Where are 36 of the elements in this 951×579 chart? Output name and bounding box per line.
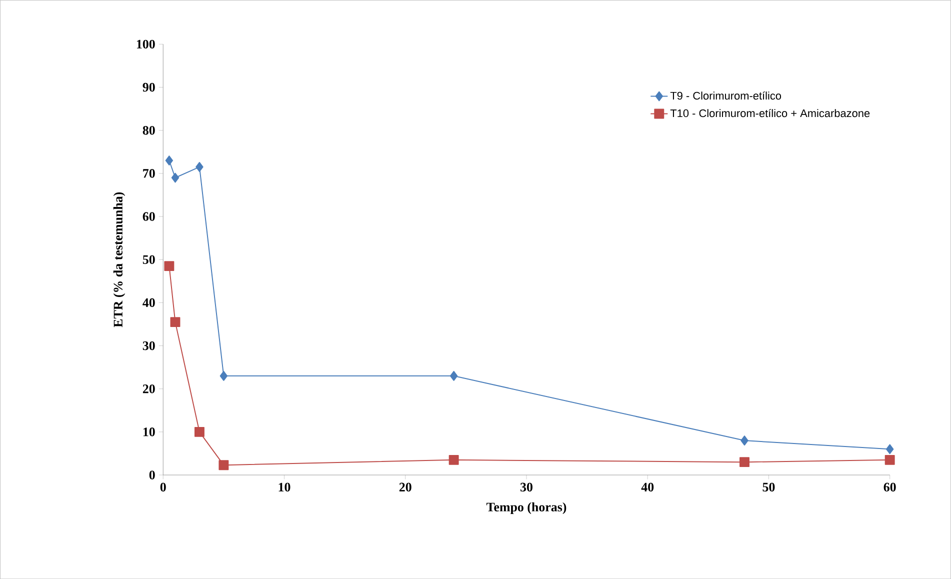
point <box>194 426 204 437</box>
y-tick-label: 10 <box>143 427 155 436</box>
x-tick-label: 30 <box>520 482 532 492</box>
point <box>196 162 204 172</box>
y-tick-label: 30 <box>142 341 155 350</box>
y-tick-label: 70 <box>143 168 155 178</box>
y-tick-label: 100 <box>136 40 155 48</box>
point <box>165 155 174 166</box>
x-tick-label: 50 <box>762 482 775 492</box>
point <box>170 317 180 327</box>
y-tick-label: 0 <box>149 470 155 480</box>
point <box>740 457 750 467</box>
y-tick-label: 20 <box>142 384 155 394</box>
x-tick-label: 20 <box>399 482 412 492</box>
legend-label: T10 - Clorimurom-etílico + Amicarbazone <box>670 108 870 118</box>
y-axis-title: ETR (% da testemunha) <box>113 192 126 328</box>
y-tick-label: 80 <box>142 126 155 135</box>
y-tick-label: 90 <box>142 82 155 92</box>
x-tick-label: 0 <box>160 482 166 492</box>
point <box>884 454 895 465</box>
point <box>220 370 228 381</box>
y-tick-label: 40 <box>142 298 155 307</box>
y-tick-label: 50 <box>142 255 155 264</box>
point <box>450 370 458 381</box>
x-tick-label: 60 <box>884 482 896 492</box>
x-axis-title: Tempo (horas) <box>486 502 566 514</box>
legend-label: T9 - Clorimurom-etílico <box>670 91 782 100</box>
x-tick-label: 40 <box>641 482 654 492</box>
point <box>164 260 174 271</box>
point <box>448 454 459 465</box>
point <box>886 444 894 454</box>
point <box>171 172 180 183</box>
point <box>218 460 229 470</box>
y-tick-label: 60 <box>142 212 155 221</box>
point <box>740 435 748 446</box>
x-tick-label: 10 <box>278 482 290 492</box>
